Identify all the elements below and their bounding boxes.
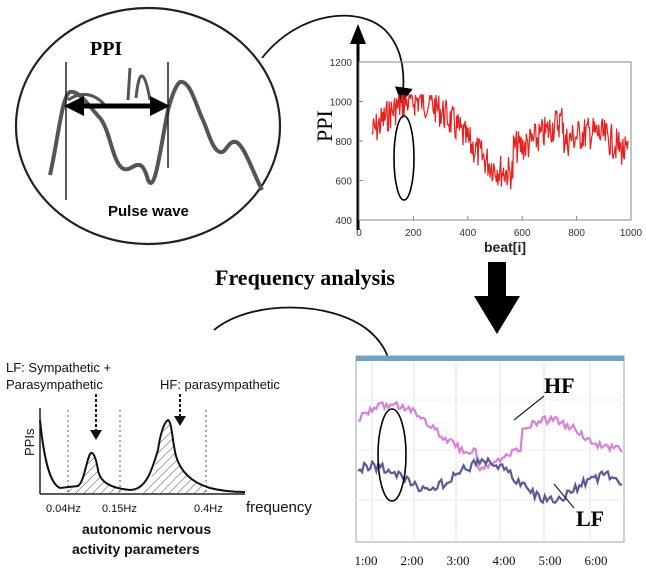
lf-pointer-head — [90, 430, 102, 440]
ppi-y-tick-label: 1200 — [330, 58, 353, 69]
hf-lf-highlight-ellipse — [377, 408, 407, 502]
lf-label-line2: Parasympathetic — [6, 377, 103, 392]
hf-series-label: HF — [544, 373, 575, 398]
hf-label: HF: parasympathetic — [160, 377, 280, 392]
caption-line1: autonomic nervous — [82, 521, 211, 537]
freq-tick-015: 0.15Hz — [102, 503, 137, 515]
hf-band-area — [140, 420, 206, 494]
caption-line2: activity parameters — [72, 541, 200, 557]
ppi-chart-y-ticks: 1200 1000 800 600 400 — [330, 58, 353, 227]
lf-series-line — [357, 456, 622, 505]
ppi-x-tick-label: 200 — [405, 228, 422, 239]
lf-callout-line — [553, 483, 575, 509]
lf-label-line1: LF: Sympathetic + — [6, 360, 111, 375]
hf-lf-chart: HF LF 1:00 2:00 3:00 4:00 5:00 6:00 — [354, 355, 625, 568]
pulse-wave-panel: PPI Pulse wave — [14, 6, 282, 246]
pulse-wave-label: Pulse wave — [108, 203, 189, 220]
hf-lf-chart-grid — [356, 362, 624, 542]
ppi-y-tick-label: 800 — [335, 137, 352, 148]
ppi-label: PPI — [90, 38, 122, 60]
time-tick-label: 2:00 — [400, 553, 423, 568]
pulse-waveform-upper — [67, 67, 152, 106]
ppi-x-tick-label: 1000 — [620, 228, 643, 239]
ppi-chart-ylabel: PPI — [312, 110, 337, 142]
ppi-arrowhead-left — [64, 96, 84, 116]
lf-series-label: LF — [576, 506, 604, 531]
ppi-series-line — [371, 94, 629, 190]
ppi-x-tick-label: 600 — [514, 228, 531, 239]
hf-lf-chart-header-bar — [356, 356, 624, 361]
freq-tick-04: 0.4Hz — [194, 503, 223, 515]
hf-lf-time-ticks: 1:00 2:00 3:00 4:00 5:00 6:00 — [354, 553, 607, 568]
ppi-highlight-ellipse — [393, 115, 415, 201]
time-tick-label: 1:00 — [354, 553, 377, 568]
time-tick-label: 3:00 — [446, 553, 469, 568]
ppi-y-tick-label: 600 — [335, 177, 352, 188]
pulse-zoom-circle — [14, 6, 282, 246]
ppi-x-tick-label: 0 — [356, 228, 362, 239]
time-tick-label: 4:00 — [492, 553, 515, 568]
lf-band-area — [68, 452, 120, 494]
frequency-analysis-label: Frequency analysis — [215, 265, 395, 290]
ppi-chart-y-arrowhead — [350, 24, 366, 44]
ppi-arrowhead-right — [150, 96, 170, 116]
ppi-chart-xlabel: beat[i] — [484, 239, 526, 255]
time-tick-label: 6:00 — [584, 553, 607, 568]
pulse-waveform — [48, 80, 264, 191]
spectrum-xlabel: frequency — [246, 499, 312, 516]
spectrum-panel: LF: Sympathetic + Parasympathetic HF: pa… — [6, 360, 312, 557]
freq-tick-004: 0.04Hz — [46, 503, 81, 515]
down-arrow-icon — [474, 262, 520, 334]
hf-pointer-head — [174, 416, 186, 426]
spectrum-curve — [39, 418, 246, 493]
ppi-y-tick-label: 400 — [335, 216, 352, 227]
ppi-chart-x-ticks: 0 200 400 600 800 1000 — [356, 228, 642, 239]
ppi-chart-grid — [358, 61, 632, 221]
ppi-y-tick-label: 1000 — [330, 98, 353, 109]
time-tick-label: 5:00 — [538, 553, 561, 568]
hf-callout-line — [513, 395, 545, 421]
ppi-x-tick-label: 800 — [568, 228, 585, 239]
spectrum-ylabel: PPIs — [22, 428, 37, 456]
ppi-x-tick-label: 400 — [459, 228, 476, 239]
connector-arrow-top — [261, 14, 413, 104]
